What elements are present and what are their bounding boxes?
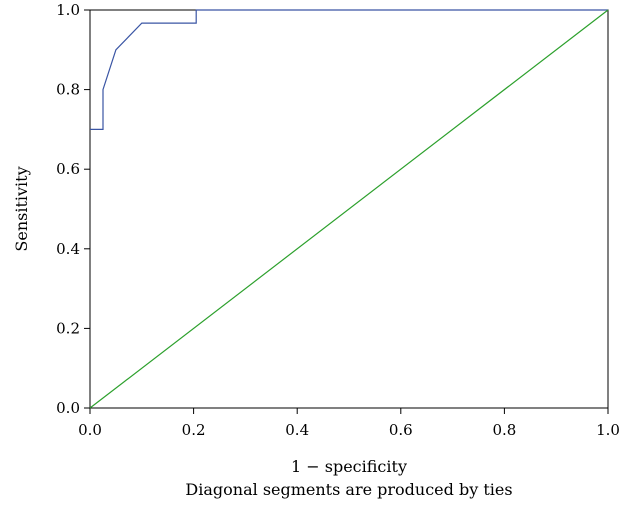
y-tick-label: 0.8 xyxy=(56,81,80,99)
x-tick-label: 1.0 xyxy=(596,421,620,439)
x-tick-label: 0.4 xyxy=(285,421,309,439)
reference-diagonal-line xyxy=(89,9,609,409)
x-axis-title: 1 − specificity xyxy=(291,457,407,476)
y-tick-label: 0.2 xyxy=(56,319,80,337)
x-tick-label: 0.0 xyxy=(78,421,102,439)
x-tick-label: 0.8 xyxy=(492,421,516,439)
y-tick-label: 0.6 xyxy=(56,160,80,178)
y-axis-title: Sensitivity xyxy=(12,166,31,251)
y-tick-label: 1.0 xyxy=(56,1,80,19)
series-layer xyxy=(89,9,609,409)
x-axis: 0.0 0.2 0.4 0.6 0.8 1.0 xyxy=(78,408,620,439)
y-tick-label: 0.0 xyxy=(56,399,80,417)
x-tick-label: 0.6 xyxy=(389,421,413,439)
y-axis: 0.0 0.2 0.4 0.6 0.8 1.0 xyxy=(56,1,90,417)
y-tick-label: 0.4 xyxy=(56,240,80,258)
x-tick-label: 0.2 xyxy=(182,421,206,439)
roc-curve-line xyxy=(90,9,608,130)
chart-footnote: Diagonal segments are produced by ties xyxy=(185,480,512,499)
